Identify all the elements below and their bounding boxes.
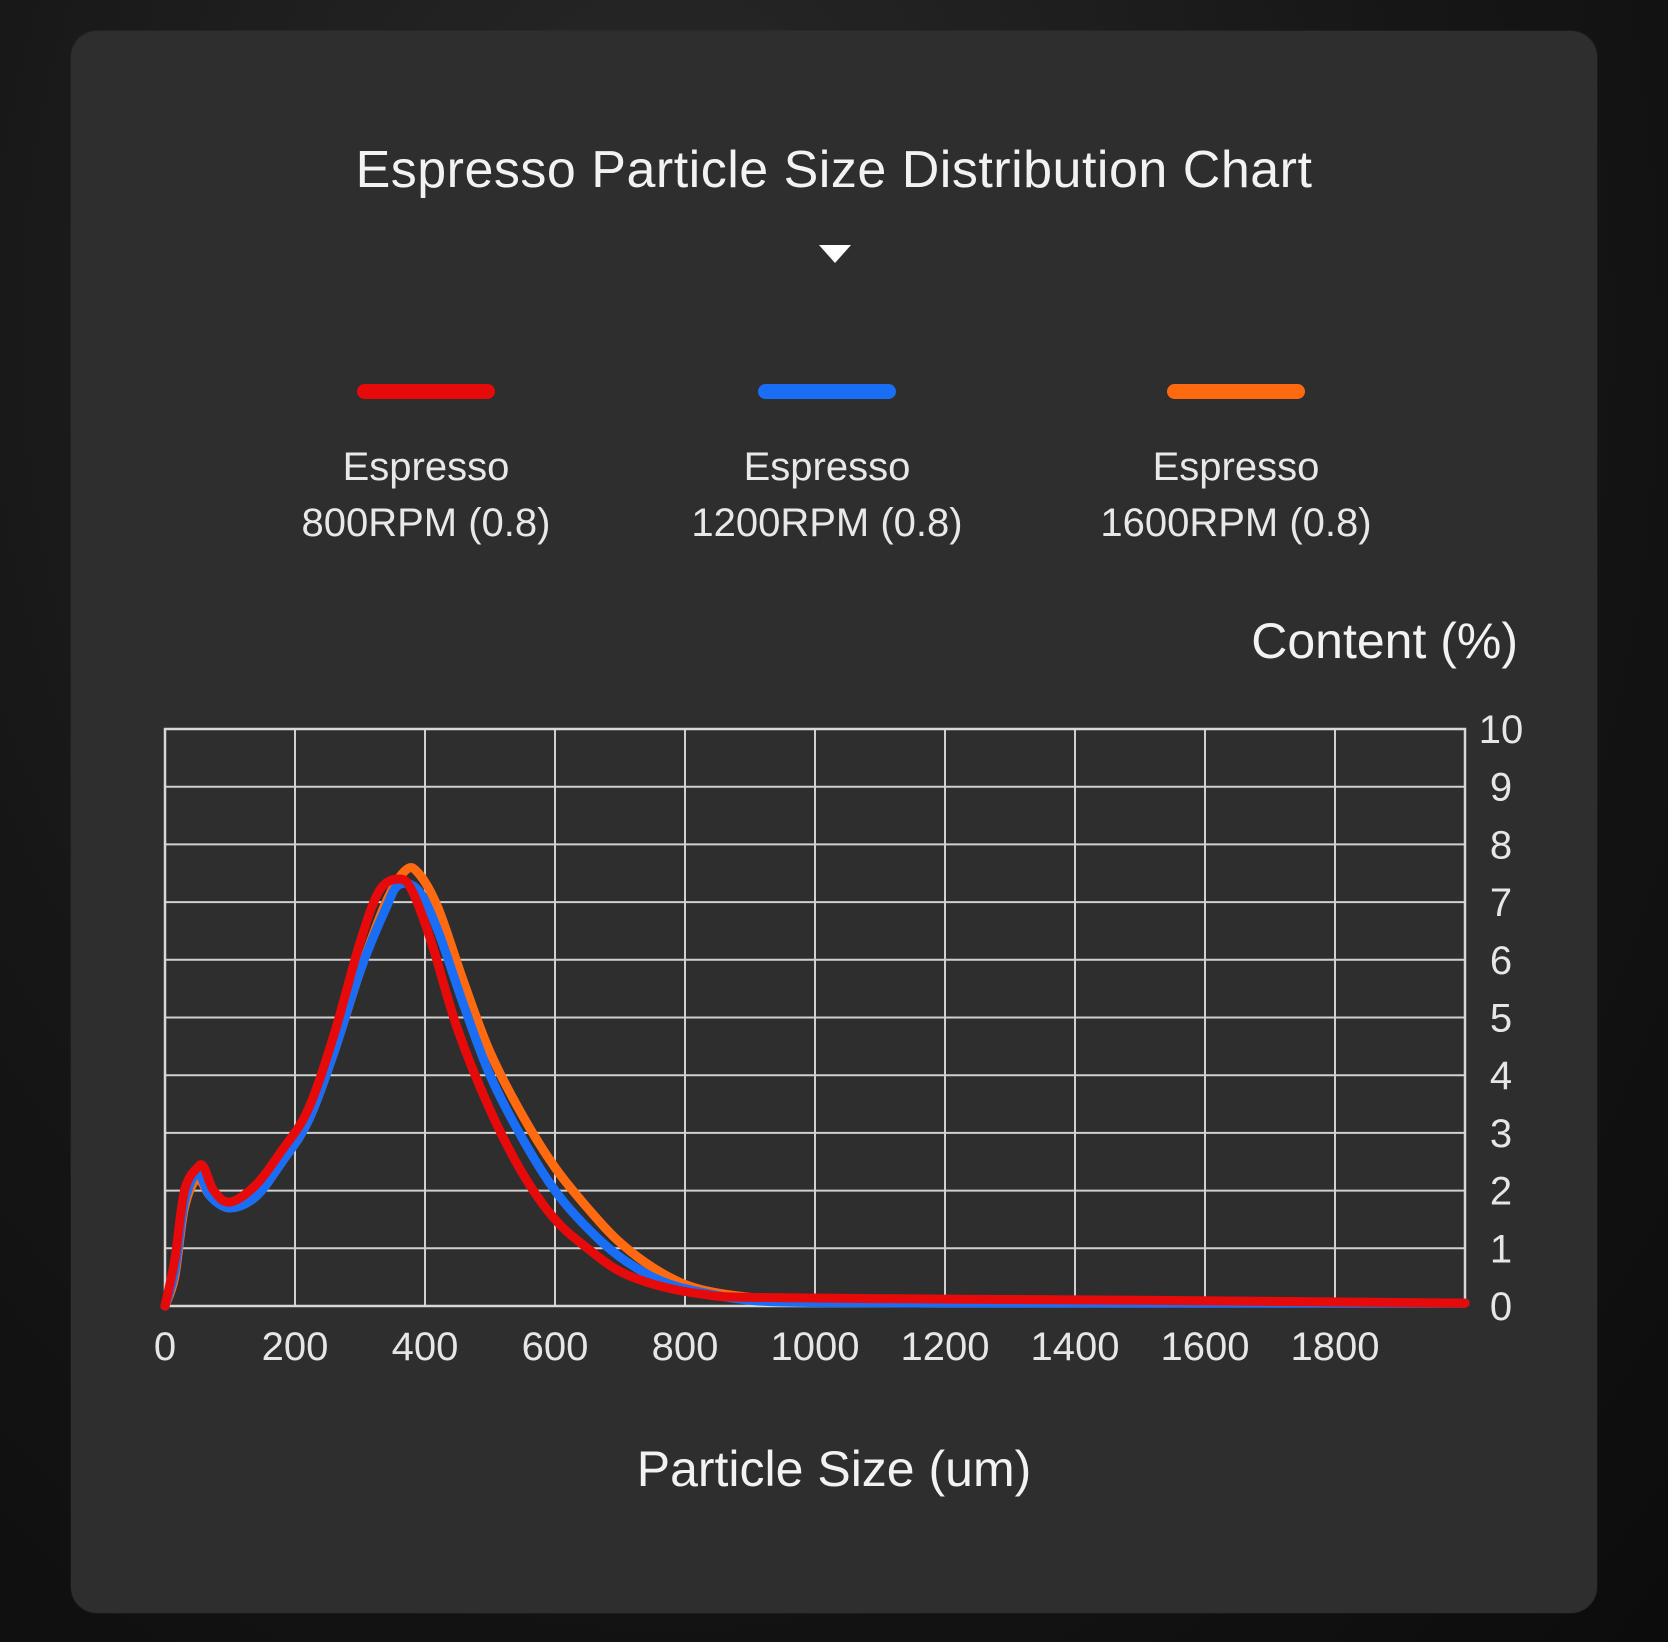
x-axis-label: Particle Size (um)	[636, 1441, 1032, 1497]
y-tick-label: 7	[1490, 881, 1512, 925]
x-tick-label: 800	[652, 1325, 719, 1369]
y-tick-label: 2	[1490, 1170, 1512, 1214]
y-tick-label: 3	[1490, 1112, 1512, 1156]
y-tick-label: 10	[1479, 708, 1524, 752]
legend-label: Espresso 800RPM (0.8)	[301, 445, 551, 545]
chart-title: Espresso Particle Size Distribution Char…	[355, 141, 1313, 199]
x-tick-label: 600	[522, 1325, 589, 1369]
series-line-2	[160, 874, 1470, 1311]
legend-label: Espresso 1200RPM (0.8)	[691, 445, 963, 545]
y-axis-label: Content (%)	[1251, 613, 1518, 669]
y-tick-label: 5	[1490, 997, 1512, 1041]
x-tick-label: 1600	[1161, 1325, 1250, 1369]
chart-card	[71, 31, 1597, 1613]
y-tick-label: 0	[1490, 1285, 1512, 1329]
legend-swatch-blue	[758, 384, 896, 399]
series-line-1	[160, 878, 1470, 1311]
x-tick-label: 1800	[1291, 1325, 1380, 1369]
x-tick-label: 400	[392, 1325, 459, 1369]
caret-down-icon	[819, 245, 851, 263]
y-tick-label: 6	[1490, 939, 1512, 983]
x-tick-label: 1200	[901, 1325, 990, 1369]
legend-item-800rpm: Espresso 800RPM (0.8)	[246, 384, 606, 551]
y-tick-label: 9	[1490, 766, 1512, 810]
legend-label: Espresso 1600RPM (0.8)	[1100, 445, 1372, 545]
legend-swatch-red	[357, 384, 495, 399]
y-tick-label: 4	[1490, 1054, 1512, 1098]
legend-swatch-orange	[1167, 384, 1305, 399]
legend-item-1600rpm: Espresso 1600RPM (0.8)	[1056, 384, 1416, 551]
x-tick-label: 0	[154, 1325, 176, 1369]
legend-item-1200rpm: Espresso 1200RPM (0.8)	[647, 384, 1007, 551]
x-tick-label: 1000	[771, 1325, 860, 1369]
x-tick-label: 200	[262, 1325, 329, 1369]
y-tick-label: 8	[1490, 823, 1512, 867]
x-tick-label: 1400	[1031, 1325, 1120, 1369]
y-tick-label: 1	[1490, 1227, 1512, 1271]
